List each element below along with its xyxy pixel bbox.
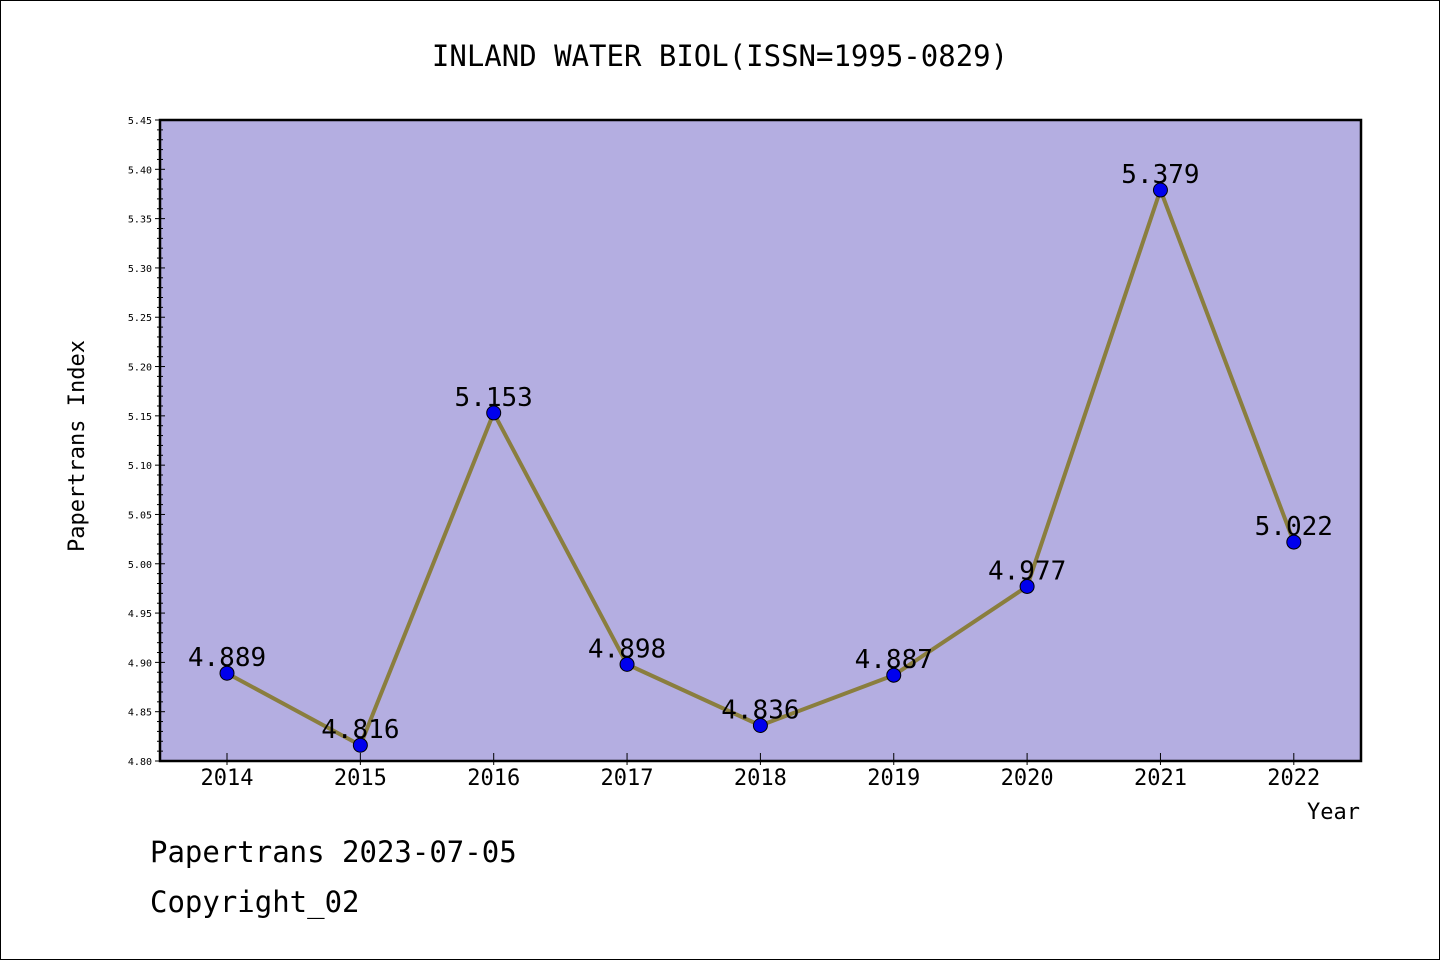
- y-tick-label: 5.00: [128, 560, 152, 571]
- x-tick-label: 2022: [1267, 766, 1320, 791]
- y-tick-label: 5.25: [128, 313, 152, 324]
- y-tick-label: 4.80: [128, 757, 152, 768]
- data-label: 4.898: [588, 634, 666, 664]
- x-tick-label: 2014: [201, 766, 254, 791]
- data-label: 5.153: [455, 383, 533, 413]
- y-tick-label: 5.40: [128, 165, 152, 176]
- footer-date: Papertrans 2023-07-05: [150, 835, 517, 869]
- x-tick-label: 2019: [867, 766, 920, 791]
- data-label: 4.816: [321, 715, 399, 745]
- y-tick-label: 5.45: [128, 116, 152, 127]
- x-axis-label: Year: [1307, 800, 1360, 825]
- x-tick-label: 2016: [467, 766, 520, 791]
- y-axis-label: Papertrans Index: [65, 340, 90, 552]
- data-label: 4.887: [855, 645, 933, 675]
- y-tick-label: 4.90: [128, 658, 152, 669]
- data-point: [1152, 182, 1168, 198]
- x-tick-label: 2021: [1134, 766, 1187, 791]
- data-point: [352, 737, 368, 753]
- x-tick-label: 2018: [734, 766, 787, 791]
- data-point: [1286, 534, 1302, 550]
- y-tick-label: 4.95: [128, 609, 152, 620]
- y-tick-label: 5.15: [128, 412, 152, 423]
- data-label: 4.977: [988, 556, 1066, 586]
- y-tick-label: 5.30: [128, 264, 152, 275]
- data-point: [1019, 578, 1035, 594]
- data-label: 4.889: [188, 643, 266, 673]
- data-point: [752, 717, 768, 733]
- data-point: [486, 405, 502, 421]
- x-axis: 2014 2015 2016 2017 2018 2019 2020 2021 2022: [201, 753, 1320, 791]
- data-point: [219, 665, 235, 681]
- data-labels: 4.889 4.816 5.153 4.898 4.836 4.887 4.977 5.379…: [188, 160, 1333, 745]
- y-tick-label: 5.05: [128, 510, 152, 521]
- y-tick-label: 5.10: [128, 461, 152, 472]
- y-tick-label: 4.85: [128, 708, 152, 719]
- series-line: [219, 182, 1302, 753]
- plot-area: [158, 118, 1363, 763]
- x-tick-label: 2017: [601, 766, 654, 791]
- y-axis: 4.80 4.85 4.90 4.95 5.00 5.05 5.10 5.15 5.20 5.25…: [128, 116, 165, 768]
- y-tick-label: 5.35: [128, 215, 152, 226]
- data-label: 5.379: [1121, 160, 1199, 190]
- x-tick-label: 2020: [1001, 766, 1054, 791]
- y-tick-label: 5.20: [128, 363, 152, 374]
- data-label: 4.836: [721, 695, 799, 725]
- data-point: [886, 667, 902, 683]
- x-tick-label: 2015: [334, 766, 387, 791]
- data-point: [619, 656, 635, 672]
- data-label: 5.022: [1255, 512, 1333, 542]
- chart-title: INLAND WATER BIOL(ISSN=1995-0829): [432, 39, 1008, 73]
- footer-copyright: Copyright_02: [150, 885, 360, 919]
